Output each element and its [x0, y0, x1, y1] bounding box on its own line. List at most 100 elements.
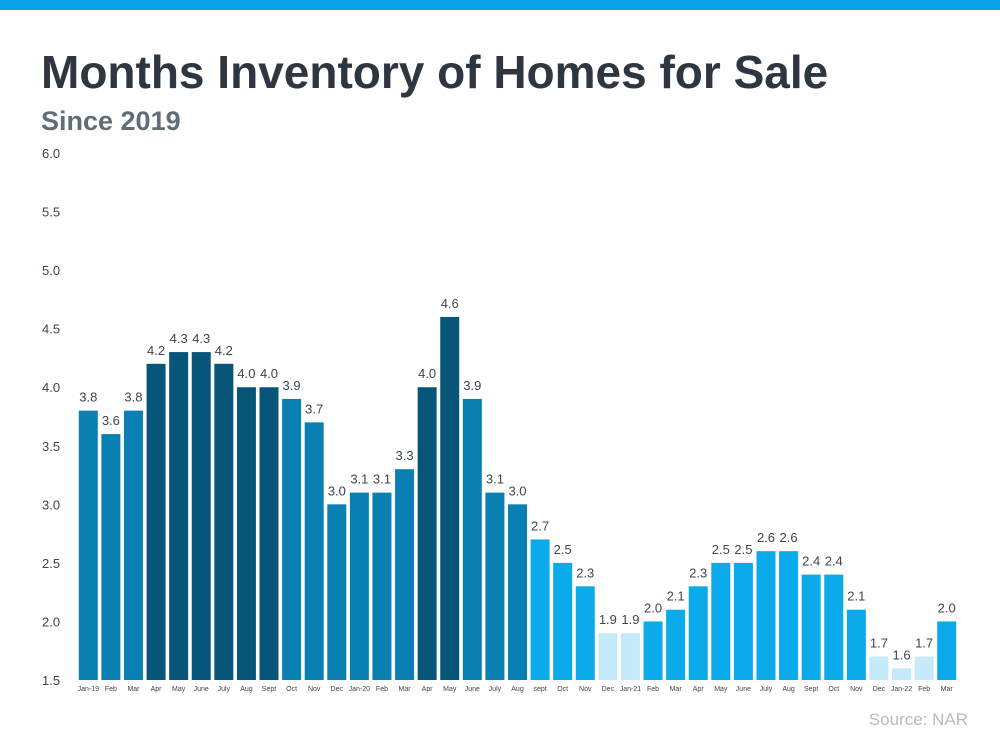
x-tick-label: Feb	[918, 686, 930, 693]
bar	[779, 551, 799, 680]
bar	[462, 398, 482, 680]
x-tick-label: Apr	[422, 686, 434, 693]
x-tick-label: Dec	[602, 686, 615, 693]
data-label: 2.4	[802, 554, 820, 569]
bar	[282, 398, 302, 680]
x-tick-label: July	[489, 686, 502, 693]
source-note: Source: NAR	[868, 710, 968, 729]
bar	[417, 387, 437, 680]
bar	[756, 551, 776, 680]
data-label: 2.6	[780, 530, 798, 545]
data-label: 4.0	[418, 366, 436, 381]
data-label: 2.0	[938, 600, 956, 615]
data-label: 3.8	[79, 390, 97, 405]
bar	[191, 352, 211, 680]
bar	[372, 492, 392, 680]
bar	[846, 609, 866, 680]
x-tick-label: Nov	[308, 686, 321, 693]
x-tick-label: Aug	[511, 686, 524, 693]
data-label: 1.9	[599, 612, 617, 627]
x-tick-label: Apr	[693, 686, 705, 693]
x-tick-label: Sept	[804, 686, 818, 693]
data-label: 4.2	[215, 343, 233, 358]
data-label: 3.8	[124, 390, 142, 405]
x-axis: Jan-19 Feb Mar Apr May June July Aug Sept Oct Nov D…	[78, 686, 954, 693]
bar	[259, 387, 279, 680]
data-label: 3.1	[486, 472, 504, 487]
x-tick-label: Mar	[670, 686, 683, 693]
x-tick-label: Feb	[376, 686, 388, 693]
data-label: 3.0	[508, 483, 526, 498]
x-tick-label: Jan-19	[78, 686, 100, 693]
x-tick-label: June	[194, 686, 209, 693]
bar	[214, 363, 234, 680]
data-label: 1.9	[621, 612, 639, 627]
bar	[892, 668, 912, 680]
bar	[620, 633, 640, 680]
x-tick-label: sept	[533, 686, 546, 693]
x-tick-label: Jan-21	[620, 686, 642, 693]
y-tick-label: 2.5	[42, 556, 60, 571]
bar	[146, 363, 166, 680]
bar	[78, 410, 98, 680]
x-tick-label: Apr	[151, 686, 163, 693]
bar	[327, 504, 347, 680]
data-label: 2.3	[689, 565, 707, 580]
bar	[530, 539, 550, 680]
bar	[869, 656, 889, 680]
data-label: 2.5	[712, 542, 730, 557]
chart-subtitle: Since 2019	[41, 106, 181, 136]
x-tick-label: Oct	[286, 686, 297, 693]
x-tick-label: Nov	[579, 686, 592, 693]
bar	[349, 492, 369, 680]
data-label: 4.0	[260, 366, 278, 381]
x-tick-label: Oct	[828, 686, 839, 693]
bar	[169, 352, 189, 680]
bar	[914, 656, 934, 680]
y-tick-label: 3.0	[42, 497, 60, 512]
bar	[824, 574, 844, 680]
x-tick-label: Feb	[647, 686, 659, 693]
x-tick-label: Dec	[873, 686, 886, 693]
data-label: 1.7	[915, 636, 933, 651]
bar	[304, 422, 324, 680]
y-axis: 1.5 2.0 2.5 3.0 3.5 4.0 4.5 5.0 5.5 6.0	[42, 146, 60, 688]
data-label: 2.0	[644, 600, 662, 615]
x-tick-label: Jan-22	[891, 686, 913, 693]
data-label: 3.1	[350, 472, 368, 487]
bar	[575, 586, 595, 680]
y-tick-label: 5.5	[42, 205, 60, 220]
bar	[688, 586, 708, 680]
bar	[598, 633, 618, 680]
bar	[801, 574, 821, 680]
data-label: 2.5	[734, 542, 752, 557]
y-tick-label: 1.5	[42, 673, 60, 688]
data-label: 3.3	[396, 448, 414, 463]
data-label: 2.1	[847, 589, 865, 604]
x-tick-label: Aug	[240, 686, 253, 693]
top-accent-bar	[0, 0, 1000, 10]
data-label: 3.9	[283, 378, 301, 393]
bar	[101, 434, 121, 680]
bar	[485, 492, 505, 680]
data-label: 4.0	[237, 366, 255, 381]
bar	[937, 621, 957, 680]
data-label: 3.9	[463, 378, 481, 393]
x-tick-label: June	[465, 686, 480, 693]
x-tick-label: July	[760, 686, 773, 693]
x-tick-label: Mar	[399, 686, 412, 693]
x-tick-label: Oct	[557, 686, 568, 693]
x-tick-label: Mar	[127, 686, 140, 693]
bar	[440, 316, 460, 680]
y-tick-label: 4.5	[42, 322, 60, 337]
data-label: 2.7	[531, 518, 549, 533]
y-tick-label: 5.0	[42, 263, 60, 278]
data-label: 3.0	[328, 483, 346, 498]
bar	[508, 504, 527, 680]
data-label: 1.6	[892, 647, 910, 662]
data-labels: 3.8 3.6 3.8 4.2 4.3 4.3 4.2 4.0 4.0 3.9 3.7 3.0 3.1 3…	[79, 296, 955, 662]
x-tick-label: Dec	[331, 686, 344, 693]
data-label: 2.3	[576, 565, 594, 580]
x-tick-label: June	[736, 686, 751, 693]
